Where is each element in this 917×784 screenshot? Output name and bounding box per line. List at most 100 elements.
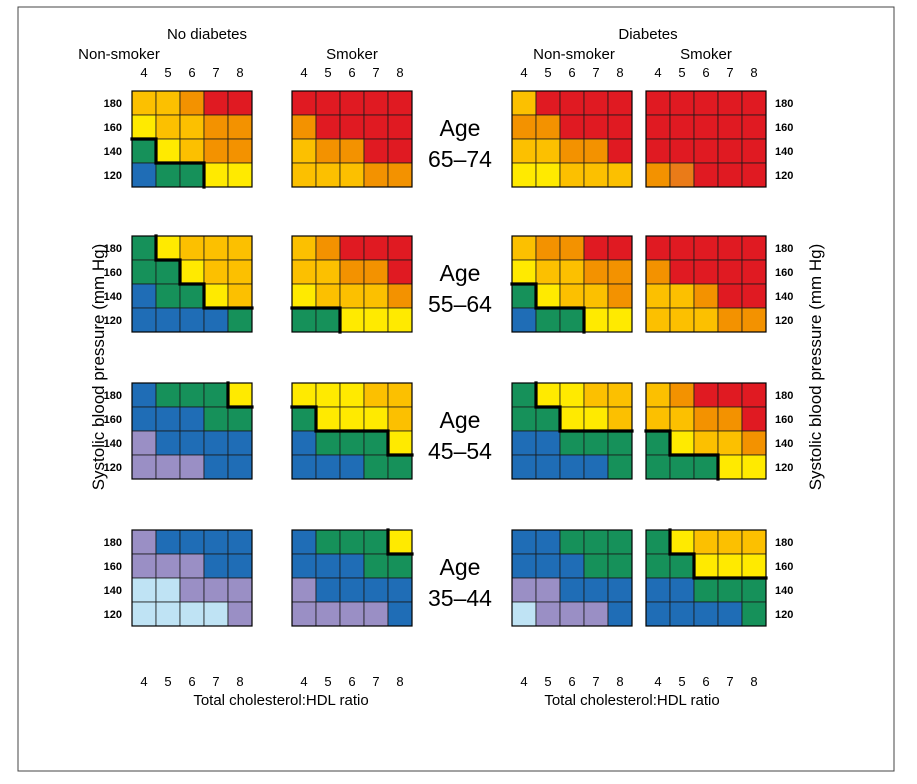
cell-r3-c0-3-0 [131,601,157,627]
cell-r1-c0-0-3 [203,235,229,261]
cell-r0-c0-0-2 [179,90,205,116]
cell-r2-c1-2-1 [315,430,341,456]
panel-r3-c2 [511,529,633,627]
x-tick-bottom-3-3: 7 [726,674,733,689]
cell-r0-c2-3-4 [607,162,633,188]
cell-r0-c3-2-1 [669,138,695,164]
cell-r0-c2-0-4 [607,90,633,116]
cell-r1-c2-2-1 [535,283,561,309]
cell-r2-c0-3-1 [155,454,181,480]
cell-r3-c3-2-0 [645,577,671,603]
cell-r2-c3-0-2 [693,382,719,408]
cell-r0-c0-1-2 [179,114,205,140]
cell-r2-c1-0-2 [339,382,365,408]
cell-r3-c3-1-0 [645,553,671,579]
cell-r0-c1-0-4 [387,90,413,116]
panel-border-r1-c0 [131,235,253,333]
cell-r1-c3-0-1 [669,235,695,261]
panel-border-r0-c2 [511,90,633,188]
cell-r2-c1-0-4 [387,382,413,408]
panel-border-r0-c1 [291,90,413,188]
cell-r0-c3-1-4 [741,114,767,140]
cell-r1-c1-1-3 [363,259,389,285]
panel-border-r3-c2 [511,529,633,627]
cell-r2-c2-1-2 [559,406,585,432]
cell-r2-c1-2-0 [291,430,317,456]
cell-r0-c2-1-4 [607,114,633,140]
y-tick-left-0-3: 120 [104,170,122,182]
y-tick-right-0-1: 160 [775,122,793,134]
cell-r1-c2-1-4 [607,259,633,285]
cell-r1-c2-3-2 [559,307,585,333]
cell-r1-c2-1-0 [511,259,537,285]
panel-border-r2-c2 [511,382,633,480]
cell-r3-c1-3-3 [363,601,389,627]
risk-boundary-r1-c1 [290,306,342,334]
panel-border-r3-c3 [645,529,767,627]
cell-r0-c3-2-4 [741,138,767,164]
cell-r3-c0-0-2 [179,529,205,555]
cell-r1-c2-3-1 [535,307,561,333]
cell-r2-c1-0-0 [291,382,317,408]
cell-r2-c1-2-3 [363,430,389,456]
x-tick-bottom-0-1: 5 [164,674,171,689]
cell-r0-c1-1-1 [315,114,341,140]
cell-r3-c3-0-2 [693,529,719,555]
y-axis-title-right: Systolic blood pressure (mm Hg) [806,244,825,491]
cell-r0-c3-0-2 [693,90,719,116]
cell-r1-c2-2-2 [559,283,585,309]
cell-r2-c2-2-3 [583,430,609,456]
cell-r1-c3-3-0 [645,307,671,333]
cell-r3-c2-3-4 [607,601,633,627]
y-tick-left-3-0: 180 [104,537,122,549]
cell-r0-c1-1-3 [363,114,389,140]
cell-r3-c2-3-3 [583,601,609,627]
group-label-diabetes: Diabetes [618,26,677,43]
x-tick-bottom-3-4: 8 [750,674,757,689]
cell-r3-c1-1-1 [315,553,341,579]
cell-r3-c2-3-0 [511,601,537,627]
cell-r1-c3-1-2 [693,259,719,285]
y-tick-left-2-1: 160 [104,414,122,426]
cell-r1-c0-3-0 [131,307,157,333]
cell-r3-c1-3-4 [387,601,413,627]
cell-r0-c1-3-3 [363,162,389,188]
panel-border-r1-c3 [645,235,767,333]
cell-r1-c0-2-0 [131,283,157,309]
group-label-no-diabetes: No diabetes [167,26,247,43]
cell-r0-c1-1-2 [339,114,365,140]
cell-r2-c1-2-4 [387,430,413,456]
cell-r2-c1-1-0 [291,406,317,432]
cell-r3-c0-2-1 [155,577,181,603]
cell-r2-c0-3-2 [179,454,205,480]
y-tick-right-1-0: 180 [775,243,793,255]
cell-r1-c1-2-3 [363,283,389,309]
cell-r0-c3-2-2 [693,138,719,164]
subgroup-label-diab-nonsmoker: Non-smoker [533,46,615,63]
risk-boundary-r1-c2 [510,282,586,334]
cell-r1-c2-0-3 [583,235,609,261]
cell-r3-c2-2-0 [511,577,537,603]
cell-r1-c2-3-3 [583,307,609,333]
cell-r3-c0-3-4 [227,601,253,627]
cell-r1-c3-1-1 [669,259,695,285]
cell-r1-c0-2-4 [227,283,253,309]
x-tick-bottom-2-0: 4 [520,674,527,689]
cell-r0-c0-3-3 [203,162,229,188]
cell-r3-c2-0-0 [511,529,537,555]
cell-r0-c1-0-1 [315,90,341,116]
subgroup-label-nodiab-nonsmoker: Non-smoker [78,46,160,63]
cell-r3-c0-3-1 [155,601,181,627]
x-tick-top-2-0: 4 [520,65,527,80]
cell-r2-c2-0-1 [535,382,561,408]
cell-r3-c1-1-2 [339,553,365,579]
risk-boundary-r1-c0 [154,234,254,310]
cell-r2-c3-3-0 [645,454,671,480]
x-tick-top-3-2: 6 [702,65,709,80]
cell-r1-c1-3-2 [339,307,365,333]
cell-r3-c0-2-2 [179,577,205,603]
cell-r0-c1-2-1 [315,138,341,164]
cell-r0-c0-1-4 [227,114,253,140]
y-tick-left-2-0: 180 [104,390,122,402]
